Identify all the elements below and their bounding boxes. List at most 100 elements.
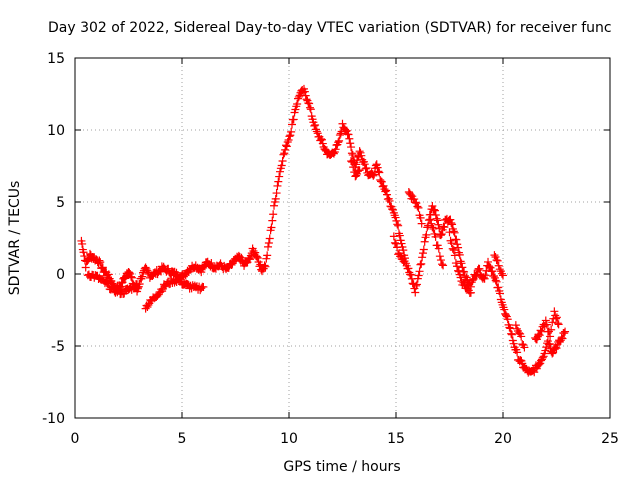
- data-point: [507, 330, 516, 339]
- axis-ticks: 0 5 10 15 20 25 -10 -5 0 5 10 15: [42, 51, 619, 447]
- data-point: [541, 346, 550, 355]
- data-point: [275, 172, 284, 181]
- data-point: [334, 138, 343, 147]
- data-point: [415, 267, 424, 276]
- data-point: [357, 151, 366, 160]
- data-point: [294, 92, 303, 101]
- data-point: [520, 343, 529, 352]
- data-point: [335, 131, 344, 140]
- data-point: [481, 271, 490, 280]
- data-point: [347, 149, 356, 158]
- data-point: [505, 323, 514, 332]
- data-point: [153, 291, 162, 300]
- data-point: [124, 267, 133, 276]
- data-point: [495, 265, 504, 274]
- data-point: [418, 253, 427, 262]
- data-point: [306, 105, 315, 114]
- data-point: [492, 256, 501, 265]
- x-tick-label: 25: [601, 431, 619, 447]
- data-point: [480, 274, 489, 283]
- data-point: [268, 216, 277, 225]
- data-point: [143, 302, 152, 311]
- data-point: [372, 160, 381, 169]
- data-point: [446, 215, 455, 224]
- data-point: [263, 251, 272, 260]
- data-point: [434, 244, 443, 253]
- data-point: [507, 329, 516, 338]
- data-point: [352, 171, 361, 180]
- data-point: [345, 134, 354, 143]
- data-point: [395, 231, 404, 240]
- data-point: [412, 199, 421, 208]
- data-point: [456, 257, 465, 266]
- data-point: [269, 210, 278, 219]
- data-point: [271, 194, 280, 203]
- data-point: [535, 331, 544, 340]
- data-point: [534, 360, 543, 369]
- data-point: [560, 329, 569, 338]
- data-point: [318, 139, 327, 148]
- data-point: [331, 145, 340, 154]
- data-point: [79, 248, 88, 257]
- data-point: [484, 262, 493, 271]
- data-point: [199, 282, 208, 291]
- data-point: [454, 243, 463, 252]
- data-point: [261, 262, 270, 271]
- data-point: [125, 268, 134, 277]
- data-point: [235, 253, 244, 262]
- data-point: [440, 223, 449, 232]
- data-point: [344, 130, 353, 139]
- data-point: [435, 224, 444, 233]
- data-point: [418, 249, 427, 258]
- data-point: [393, 220, 402, 229]
- data-point: [544, 340, 553, 349]
- data-point: [305, 103, 314, 112]
- data-point: [285, 132, 294, 141]
- data-point: [81, 263, 90, 272]
- data-point: [348, 150, 357, 159]
- data-point: [207, 259, 216, 268]
- data-point: [515, 328, 524, 337]
- data-point: [453, 240, 462, 249]
- data-point: [550, 307, 559, 316]
- data-point: [503, 315, 512, 324]
- data-point: [347, 143, 356, 152]
- data-point: [475, 264, 484, 273]
- data-point: [300, 87, 309, 96]
- data-point: [172, 268, 181, 277]
- data-point: [142, 265, 151, 274]
- data-point: [385, 196, 394, 205]
- data-point: [335, 136, 344, 145]
- data-point: [438, 260, 447, 269]
- data-point: [389, 232, 398, 241]
- y-tick-label: 0: [56, 267, 65, 283]
- data-point: [302, 95, 311, 104]
- data-point: [479, 273, 488, 282]
- data-point: [346, 139, 355, 148]
- data-point: [552, 344, 561, 353]
- data-point: [391, 213, 400, 222]
- data-point: [274, 177, 283, 186]
- data-point: [436, 256, 445, 265]
- data-point: [448, 244, 457, 253]
- data-point: [253, 254, 262, 263]
- data-point: [452, 262, 461, 271]
- data-point: [494, 261, 503, 270]
- data-point: [426, 215, 435, 224]
- data-point: [458, 263, 467, 272]
- data-point: [286, 131, 295, 140]
- data-point: [370, 170, 379, 179]
- data-point: [538, 353, 547, 362]
- data-point: [406, 270, 415, 279]
- data-point: [349, 163, 358, 172]
- data-point: [447, 218, 456, 227]
- data-point: [491, 276, 500, 285]
- x-tick-label: 10: [280, 431, 298, 447]
- data-point: [96, 258, 105, 267]
- data-point: [561, 327, 570, 336]
- data-point: [353, 167, 362, 176]
- data-point: [404, 264, 413, 273]
- x-axis-label: GPS time / hours: [283, 459, 400, 475]
- data-point: [137, 274, 146, 283]
- data-point: [272, 189, 281, 198]
